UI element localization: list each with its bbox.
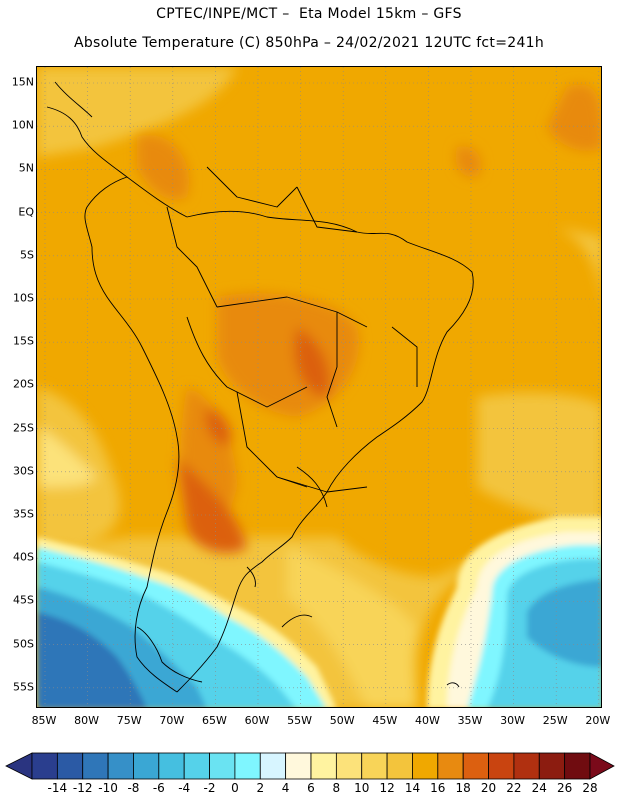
lat-label: 55S [13,680,34,694]
color-bar-label: -2 [203,781,216,795]
color-bar-segment [107,752,134,780]
lon-label: 30W [500,714,526,727]
lon-label: 20W [585,714,611,727]
color-bar-label: 12 [379,781,395,795]
color-bar-label: 28 [582,781,598,795]
temperature-map [36,66,602,708]
map-canvas [37,67,601,707]
map-title-line-1: CPTEC/INPE/MCT – Eta Model 15km – GFS [156,6,462,22]
lon-label: 85W [31,714,57,727]
color-bar-segment [361,752,388,780]
color-bar-label: 22 [506,781,522,795]
color-bar-segment [82,752,109,780]
lat-label: 20S [13,377,34,391]
color-bar-segment [412,752,439,780]
color-bar-segment [437,752,464,780]
lat-label: 50S [13,637,34,651]
color-bar-segment [462,752,489,780]
color-bar-segment [209,752,236,780]
color-bar-label: 2 [256,781,265,795]
color-bar-segment [564,752,591,780]
lon-label: 40W [414,714,440,727]
lat-label: 40S [13,550,34,564]
lat-label: 5S [20,248,34,262]
lon-label: 60W [244,714,270,727]
temperature-color-bar [5,752,615,780]
lat-label: 45S [13,593,34,607]
color-bar-low-arrow [5,752,33,780]
color-bar-segment [158,752,185,780]
color-bar-label: 0 [231,781,239,795]
warm-land-shading [137,84,601,553]
color-bar-segment [488,752,515,780]
color-bar-label: -10 [98,781,118,795]
color-bar-segment [183,752,210,780]
color-bar-segment [31,752,58,780]
lat-label: 10N [11,118,34,132]
color-bar-label: -4 [178,781,191,795]
color-bar-label: -8 [127,781,140,795]
lon-label: 55W [287,714,313,727]
lat-label: 15N [11,75,34,89]
color-bar-label: 26 [556,781,573,795]
color-bar-segment [285,752,312,780]
color-bar-label: 18 [455,781,471,795]
lon-label: 80W [74,714,100,727]
cold-southwest-ocean [37,537,337,707]
color-bar-label: 16 [430,781,446,795]
map-title-line-2: Absolute Temperature (C) 850hPa – 24/02/… [73,35,545,51]
cold-southeast-ocean [427,517,601,707]
color-bar-segment [538,752,566,780]
lon-label: 50W [329,714,355,727]
color-bar-segment [133,752,160,780]
coastlines-and-borders [46,81,474,693]
lat-label: 25S [13,421,34,435]
lat-label: EQ [18,205,34,219]
color-bar-label: 20 [480,781,497,795]
color-bar-segment [259,752,287,780]
color-bar-high-arrow [589,752,615,780]
lat-label: 35S [13,507,34,521]
color-bar-label: 14 [404,781,421,795]
color-bar-label: -6 [152,781,165,795]
color-bar-segment [234,752,261,780]
lon-label: 70W [159,714,185,727]
lon-label: 35W [457,714,483,727]
lat-label: 10S [13,291,34,305]
lon-label: 65W [201,714,227,727]
color-bar-segment [335,752,363,780]
color-bar-segment [310,752,337,780]
color-bar-label: 8 [332,781,341,795]
lon-label: 45W [372,714,398,727]
lat-label: 5N [18,161,34,175]
color-bar-segment [386,752,413,780]
color-bar-label: 4 [281,781,290,795]
lat-label: 15S [13,334,34,348]
lon-label: 25W [542,714,568,727]
color-bar-label: 24 [531,781,547,795]
color-bar-label: -14 [47,781,68,795]
color-bar-label: 10 [354,781,370,795]
color-bar-label: -12 [72,781,93,795]
lon-label: 75W [116,714,142,727]
color-bar-segment [513,752,540,780]
color-bar-label: 6 [307,781,315,795]
lat-label: 30S [13,464,34,478]
color-bar-segment [56,752,84,780]
